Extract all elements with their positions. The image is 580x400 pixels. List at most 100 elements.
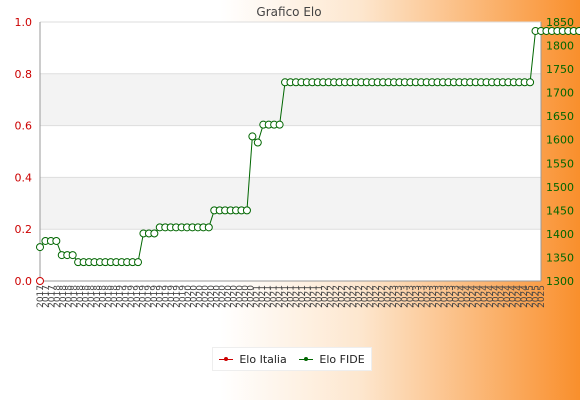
x-tick-label: 2024 <box>469 285 479 308</box>
x-tick-label: 2021 <box>269 285 279 308</box>
x-tick-label: 2024 <box>474 285 484 308</box>
x-tick-label: 2017 <box>36 285 46 308</box>
x-tick-label: 2021 <box>309 285 319 308</box>
x-tick-label: 2024 <box>514 285 524 308</box>
chart-legend: Elo Italia Elo FIDE <box>212 347 372 371</box>
y-right-tick-label: 1750 <box>546 63 574 76</box>
x-tick-label: 2020 <box>184 285 194 308</box>
x-tick-label: 2023 <box>440 285 450 308</box>
data-point-1 <box>134 258 143 267</box>
x-tick-label: 2019 <box>161 285 171 308</box>
x-tick-label: 2020 <box>247 285 257 308</box>
x-tick-label: 2022 <box>343 285 353 308</box>
plot-area <box>40 22 541 281</box>
x-tick-label: 2020 <box>207 285 217 308</box>
x-tick-label: 2020 <box>212 285 222 308</box>
x-tick-label: 2022 <box>326 285 336 308</box>
x-tick-label: 2025 <box>537 285 547 308</box>
x-tick-label: 2022 <box>372 285 382 308</box>
x-tick-label: 2017 <box>47 285 57 308</box>
x-tick-label: 2024 <box>497 285 507 308</box>
x-tick-label: 2021 <box>258 285 268 308</box>
x-tick-label: 2023 <box>423 285 433 308</box>
x-tick-label: 2018 <box>82 285 92 308</box>
x-tick-label: 2023 <box>389 285 399 308</box>
x-tick-label: 2020 <box>201 285 211 308</box>
x-tick-label: 2021 <box>281 285 291 308</box>
x-tick-label: 2025 <box>531 285 541 308</box>
chart-title: Grafico Elo <box>256 5 321 19</box>
data-point-1 <box>52 236 61 245</box>
x-tick-label: 2018 <box>104 285 114 308</box>
x-tick-label: 2018 <box>59 285 69 308</box>
y-right-tick-label: 1400 <box>546 228 574 241</box>
data-point-1 <box>248 132 257 141</box>
x-tick-label: 2024 <box>491 285 501 308</box>
x-tick-label: 2024 <box>503 285 513 308</box>
x-tick-label: 2017 <box>42 285 52 308</box>
x-tick-label: 2019 <box>133 285 143 308</box>
x-tick-label: 2023 <box>452 285 462 308</box>
x-tick-label: 2020 <box>230 285 240 308</box>
y-left-tick-label: 1.0 <box>15 16 33 29</box>
data-point-1 <box>204 223 213 232</box>
x-tick-label: 2018 <box>99 285 109 308</box>
x-tick-label: 2021 <box>287 285 297 308</box>
y-right-tick-label: 1700 <box>546 87 574 100</box>
x-tick-label: 2021 <box>264 285 274 308</box>
x-tick-label: 2024 <box>457 285 467 308</box>
x-tick-label: 2024 <box>509 285 519 308</box>
x-tick-label: 2019 <box>173 285 183 308</box>
x-tick-label: 2019 <box>144 285 154 308</box>
x-tick-label: 2018 <box>87 285 97 308</box>
legend-marker-icon <box>299 354 314 364</box>
x-tick-label: 2022 <box>366 285 376 308</box>
x-tick-label: 2023 <box>417 285 427 308</box>
x-tick-label: 2018 <box>93 285 103 308</box>
x-tick-label: 2020 <box>241 285 251 308</box>
legend-item-elo-fide: Elo FIDE <box>299 353 365 366</box>
y-right-tick-label: 1300 <box>546 275 574 288</box>
y-right-tick-label: 1450 <box>546 204 574 217</box>
x-tick-label: 2022 <box>338 285 348 308</box>
x-tick-label: 2020 <box>190 285 200 308</box>
data-point-1 <box>68 251 77 260</box>
x-tick-label: 2020 <box>235 285 245 308</box>
x-tick-label: 2018 <box>53 285 63 308</box>
x-tick-label: 2019 <box>127 285 137 308</box>
data-point-1 <box>526 78 535 87</box>
x-tick-label: 2019 <box>156 285 166 308</box>
legend-label: Elo Italia <box>239 352 287 366</box>
data-point-1 <box>36 243 44 252</box>
x-tick-label: 2023 <box>406 285 416 308</box>
y-right-tick-label: 1550 <box>546 157 574 170</box>
y-right-tick-label: 1650 <box>546 110 574 123</box>
x-tick-label: 2022 <box>332 285 342 308</box>
data-point-1 <box>253 138 262 147</box>
data-point-1 <box>575 26 580 35</box>
y-right-tick-label: 1850 <box>546 16 574 29</box>
y-right-tick-label: 1600 <box>546 134 574 147</box>
x-tick-label: 2021 <box>275 285 285 308</box>
x-tick-label: 2022 <box>321 285 331 308</box>
x-tick-label: 2020 <box>195 285 205 308</box>
x-tick-label: 2019 <box>178 285 188 308</box>
x-tick-label: 2021 <box>252 285 262 308</box>
x-tick-label: 2019 <box>116 285 126 308</box>
x-tick-label: 2022 <box>349 285 359 308</box>
x-tick-label: 2024 <box>463 285 473 308</box>
x-tick-label: 2023 <box>429 285 439 308</box>
data-point-0 <box>36 277 44 285</box>
data-point-1 <box>275 120 284 129</box>
y-left-tick-label: 0.6 <box>15 120 33 133</box>
y-right-tick-label: 1350 <box>546 251 574 264</box>
y-right-tick-label: 1500 <box>546 181 574 194</box>
x-tick-label: 2019 <box>121 285 131 308</box>
x-tick-label: 2021 <box>298 285 308 308</box>
y-left-tick-label: 0.0 <box>15 275 33 288</box>
legend-marker-icon <box>219 354 234 364</box>
x-tick-label: 2022 <box>383 285 393 308</box>
x-tick-label: 2018 <box>110 285 120 308</box>
y-right-tick-label: 1800 <box>546 40 574 53</box>
